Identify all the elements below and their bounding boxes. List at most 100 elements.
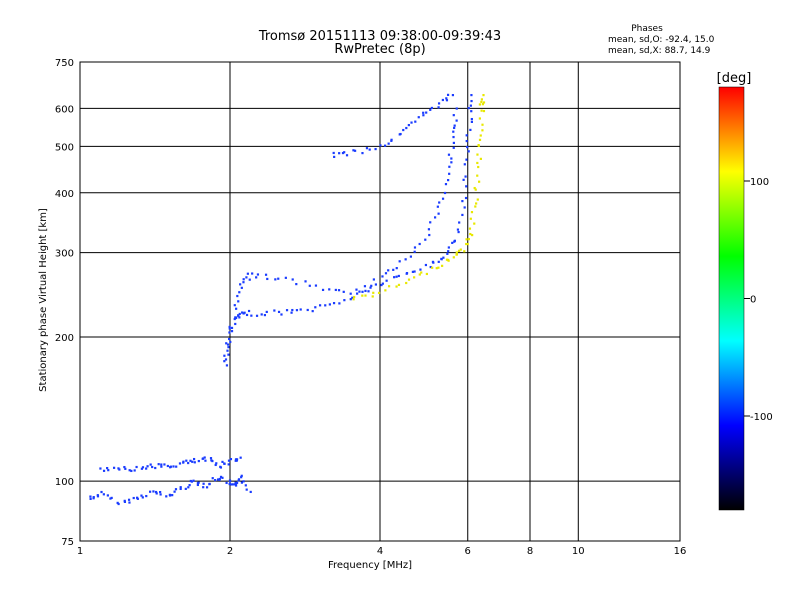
data-point xyxy=(436,205,439,208)
y-tick-label: 600 xyxy=(55,104,74,115)
data-point xyxy=(202,482,205,485)
data-point xyxy=(109,497,112,500)
data-point xyxy=(461,213,464,217)
data-point xyxy=(130,469,133,473)
data-point xyxy=(349,298,352,301)
data-point xyxy=(342,290,345,293)
data-point xyxy=(112,466,116,469)
data-point xyxy=(202,486,205,489)
data-point xyxy=(173,490,176,493)
data-point xyxy=(234,484,238,487)
data-point xyxy=(215,462,218,465)
data-point xyxy=(431,266,434,269)
data-point xyxy=(246,272,249,275)
data-point xyxy=(470,211,474,214)
data-point xyxy=(465,238,468,241)
data-point xyxy=(413,276,416,279)
data-point xyxy=(187,486,190,489)
data-point xyxy=(179,486,182,489)
data-point xyxy=(431,260,435,263)
data-point xyxy=(430,106,433,110)
data-point xyxy=(407,278,411,281)
data-point xyxy=(225,364,229,367)
data-point xyxy=(445,97,448,100)
data-point xyxy=(102,469,106,472)
data-point xyxy=(397,283,401,287)
data-point xyxy=(455,119,458,122)
data-point xyxy=(459,248,462,251)
data-point xyxy=(361,290,364,293)
data-point xyxy=(455,107,458,110)
data-point xyxy=(356,292,359,295)
data-point xyxy=(107,469,110,472)
data-point xyxy=(245,276,248,279)
data-point xyxy=(480,100,483,103)
data-point xyxy=(228,327,231,330)
data-point xyxy=(214,463,217,467)
data-point xyxy=(189,459,192,462)
data-point xyxy=(364,289,367,293)
data-point xyxy=(284,276,287,279)
data-point xyxy=(227,353,230,356)
data-point xyxy=(304,280,307,283)
data-point xyxy=(118,468,121,471)
chart-subtitle: RwPretec (8p) xyxy=(334,42,425,57)
data-point xyxy=(447,179,450,182)
data-point xyxy=(204,459,207,462)
data-point xyxy=(211,477,214,480)
x-tick-label: 4 xyxy=(377,546,383,557)
data-point xyxy=(235,458,239,461)
data-point xyxy=(368,148,371,151)
data-point xyxy=(219,465,222,468)
data-point xyxy=(424,238,427,241)
data-point xyxy=(453,240,456,243)
data-point xyxy=(383,144,387,147)
data-point xyxy=(128,501,131,504)
data-point xyxy=(455,251,458,254)
data-point xyxy=(154,466,157,470)
data-point xyxy=(387,269,390,272)
data-point xyxy=(256,273,260,276)
data-point xyxy=(404,258,407,261)
data-point xyxy=(116,501,119,504)
data-point xyxy=(132,496,135,500)
data-point xyxy=(467,150,470,153)
data-point xyxy=(409,255,412,258)
data-point xyxy=(209,457,213,460)
data-point xyxy=(240,286,243,289)
data-point xyxy=(371,295,374,298)
data-point xyxy=(338,152,341,155)
data-point xyxy=(145,494,148,498)
data-point xyxy=(193,461,196,464)
data-point xyxy=(381,282,384,285)
stats-x-line: mean, sd,X: 88.7, 14.9 xyxy=(608,46,711,56)
data-point xyxy=(447,246,450,249)
data-point xyxy=(228,325,231,329)
plot-frame xyxy=(79,61,681,542)
data-point xyxy=(440,258,443,261)
data-point xyxy=(234,459,237,462)
data-point xyxy=(99,467,102,470)
data-point xyxy=(452,114,455,117)
data-point xyxy=(245,488,248,491)
data-point xyxy=(377,291,381,295)
data-point xyxy=(437,212,440,215)
data-point xyxy=(464,175,467,178)
data-point xyxy=(249,490,252,494)
data-point xyxy=(345,154,349,157)
data-point xyxy=(466,145,469,149)
y-tick-label: 400 xyxy=(55,189,74,200)
data-point xyxy=(481,129,484,132)
data-point xyxy=(463,250,466,253)
data-point xyxy=(157,463,160,466)
data-point xyxy=(230,483,233,486)
data-point xyxy=(227,459,231,462)
data-point xyxy=(190,480,193,483)
data-point xyxy=(395,267,398,270)
data-point xyxy=(291,308,294,312)
data-point xyxy=(311,310,314,313)
data-point xyxy=(341,151,345,155)
data-point xyxy=(463,163,466,166)
data-point xyxy=(225,481,228,485)
